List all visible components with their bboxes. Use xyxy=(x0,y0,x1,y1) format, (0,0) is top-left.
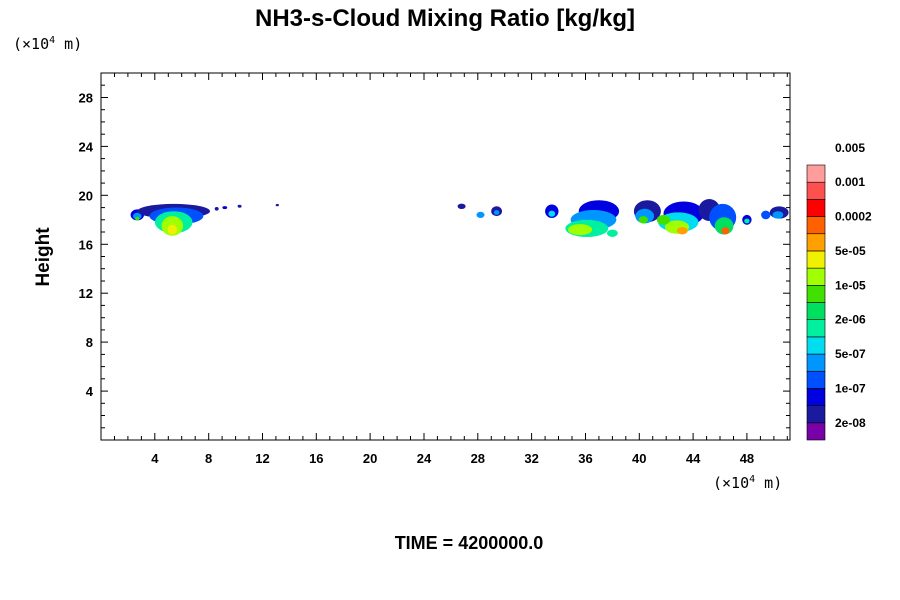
colorbar-swatch xyxy=(806,405,826,424)
cloud-mark-13 xyxy=(476,211,485,218)
cloud-mark-21 xyxy=(568,224,593,236)
x-axis-unit-suffix: m) xyxy=(755,474,782,492)
x-tick-label: 32 xyxy=(524,451,538,466)
x-tick-label: 48 xyxy=(740,451,754,466)
plot-frame xyxy=(100,72,791,441)
colorbar-swatch xyxy=(806,353,826,372)
cloud-mark-1 xyxy=(133,212,142,220)
colorbar-swatch xyxy=(806,422,826,441)
y-axis-unit-exponent: 4 xyxy=(49,35,55,46)
cloud-mark-11 xyxy=(275,203,279,207)
colorbar-swatch xyxy=(806,388,826,406)
x-tick-label: 16 xyxy=(309,451,323,466)
cloud-mark-25 xyxy=(638,216,648,224)
chart-title: NH3-s-Cloud Mixing Ratio [kg/kg] xyxy=(255,5,635,32)
x-tick-label: 8 xyxy=(205,451,212,466)
x-tick-label: 4 xyxy=(151,451,159,466)
colorbar-swatch xyxy=(806,250,826,269)
y-tick-label: 20 xyxy=(79,188,93,203)
colorbar-label: 0.001 xyxy=(835,175,865,189)
colorbar-swatch xyxy=(806,302,826,320)
colorbar-label: 5e-07 xyxy=(835,347,866,361)
cloud-mark-7 xyxy=(167,224,177,235)
cloud-mark-9 xyxy=(222,206,228,210)
cloud-mark-10 xyxy=(237,204,242,208)
cloud-mark-22 xyxy=(607,229,618,237)
cloud-mark-2 xyxy=(135,216,140,221)
cloud-mark-17 xyxy=(548,210,556,217)
x-axis-unit: (×104 m) xyxy=(713,474,782,492)
colorbar-swatch xyxy=(806,319,826,338)
colorbar-swatch xyxy=(806,336,826,355)
y-tick-label: 8 xyxy=(86,335,93,350)
cloud-mark-15 xyxy=(493,210,500,215)
y-tick-label: 12 xyxy=(79,286,93,301)
cloud-mark-36 xyxy=(744,218,750,224)
cloud-mark-12 xyxy=(457,203,466,209)
x-tick-label: 40 xyxy=(632,451,646,466)
x-tick-label: 20 xyxy=(363,451,377,466)
y-tick-label: 16 xyxy=(79,237,93,252)
colorbar-swatch xyxy=(806,285,826,303)
colorbar-label: 0.0002 xyxy=(835,210,872,224)
y-axis-unit: (×104 m) xyxy=(13,35,82,53)
x-axis-unit-exponent: 4 xyxy=(749,474,755,485)
cloud-field xyxy=(130,199,789,237)
cloud-mark-30 xyxy=(656,214,671,225)
y-tick-label: 28 xyxy=(79,90,93,105)
colorbar-swatch xyxy=(806,164,826,183)
x-tick-label: 12 xyxy=(255,451,269,466)
x-tick-label: 24 xyxy=(417,451,432,466)
x-tick-label: 44 xyxy=(686,451,701,466)
cloud-mark-8 xyxy=(214,207,219,211)
colorbar-swatch xyxy=(806,216,826,235)
cloud-mark-37 xyxy=(761,210,771,220)
colorbar-swatch xyxy=(806,370,826,389)
y-tick-label: 24 xyxy=(79,139,94,154)
y-axis-unit-suffix: m) xyxy=(55,35,82,53)
colorbar: 2e-08 1e-07 5e-07 2e-06 1e-05 5e-05 0.0002 0.00… xyxy=(806,141,872,441)
colorbar-swatch xyxy=(806,199,826,217)
y-tick-label: 4 xyxy=(86,384,94,399)
cloud-mark-39 xyxy=(772,211,784,219)
x-tick-label: 36 xyxy=(578,451,592,466)
colorbar-label: 2e-06 xyxy=(835,313,866,327)
x-axis-unit-prefix: (×10 xyxy=(713,474,749,492)
colorbar-swatch xyxy=(806,181,826,200)
x-tick-label: 28 xyxy=(471,451,485,466)
colorbar-label: 2e-08 xyxy=(835,416,866,430)
colorbar-label: 0.005 xyxy=(835,141,865,155)
colorbar-label: 5e-05 xyxy=(835,244,866,258)
colorbar-label: 1e-07 xyxy=(835,381,866,395)
colorbar-label: 1e-05 xyxy=(835,278,866,292)
y-axis-label: Height xyxy=(33,227,54,287)
colorbar-swatch xyxy=(806,233,826,252)
cloud-mark-29 xyxy=(676,227,688,235)
y-axis-unit-prefix: (×10 xyxy=(13,35,49,53)
time-label: TIME = 4200000.0 xyxy=(395,533,544,553)
colorbar-swatch xyxy=(806,267,826,286)
cloud-mark-34 xyxy=(721,227,730,235)
